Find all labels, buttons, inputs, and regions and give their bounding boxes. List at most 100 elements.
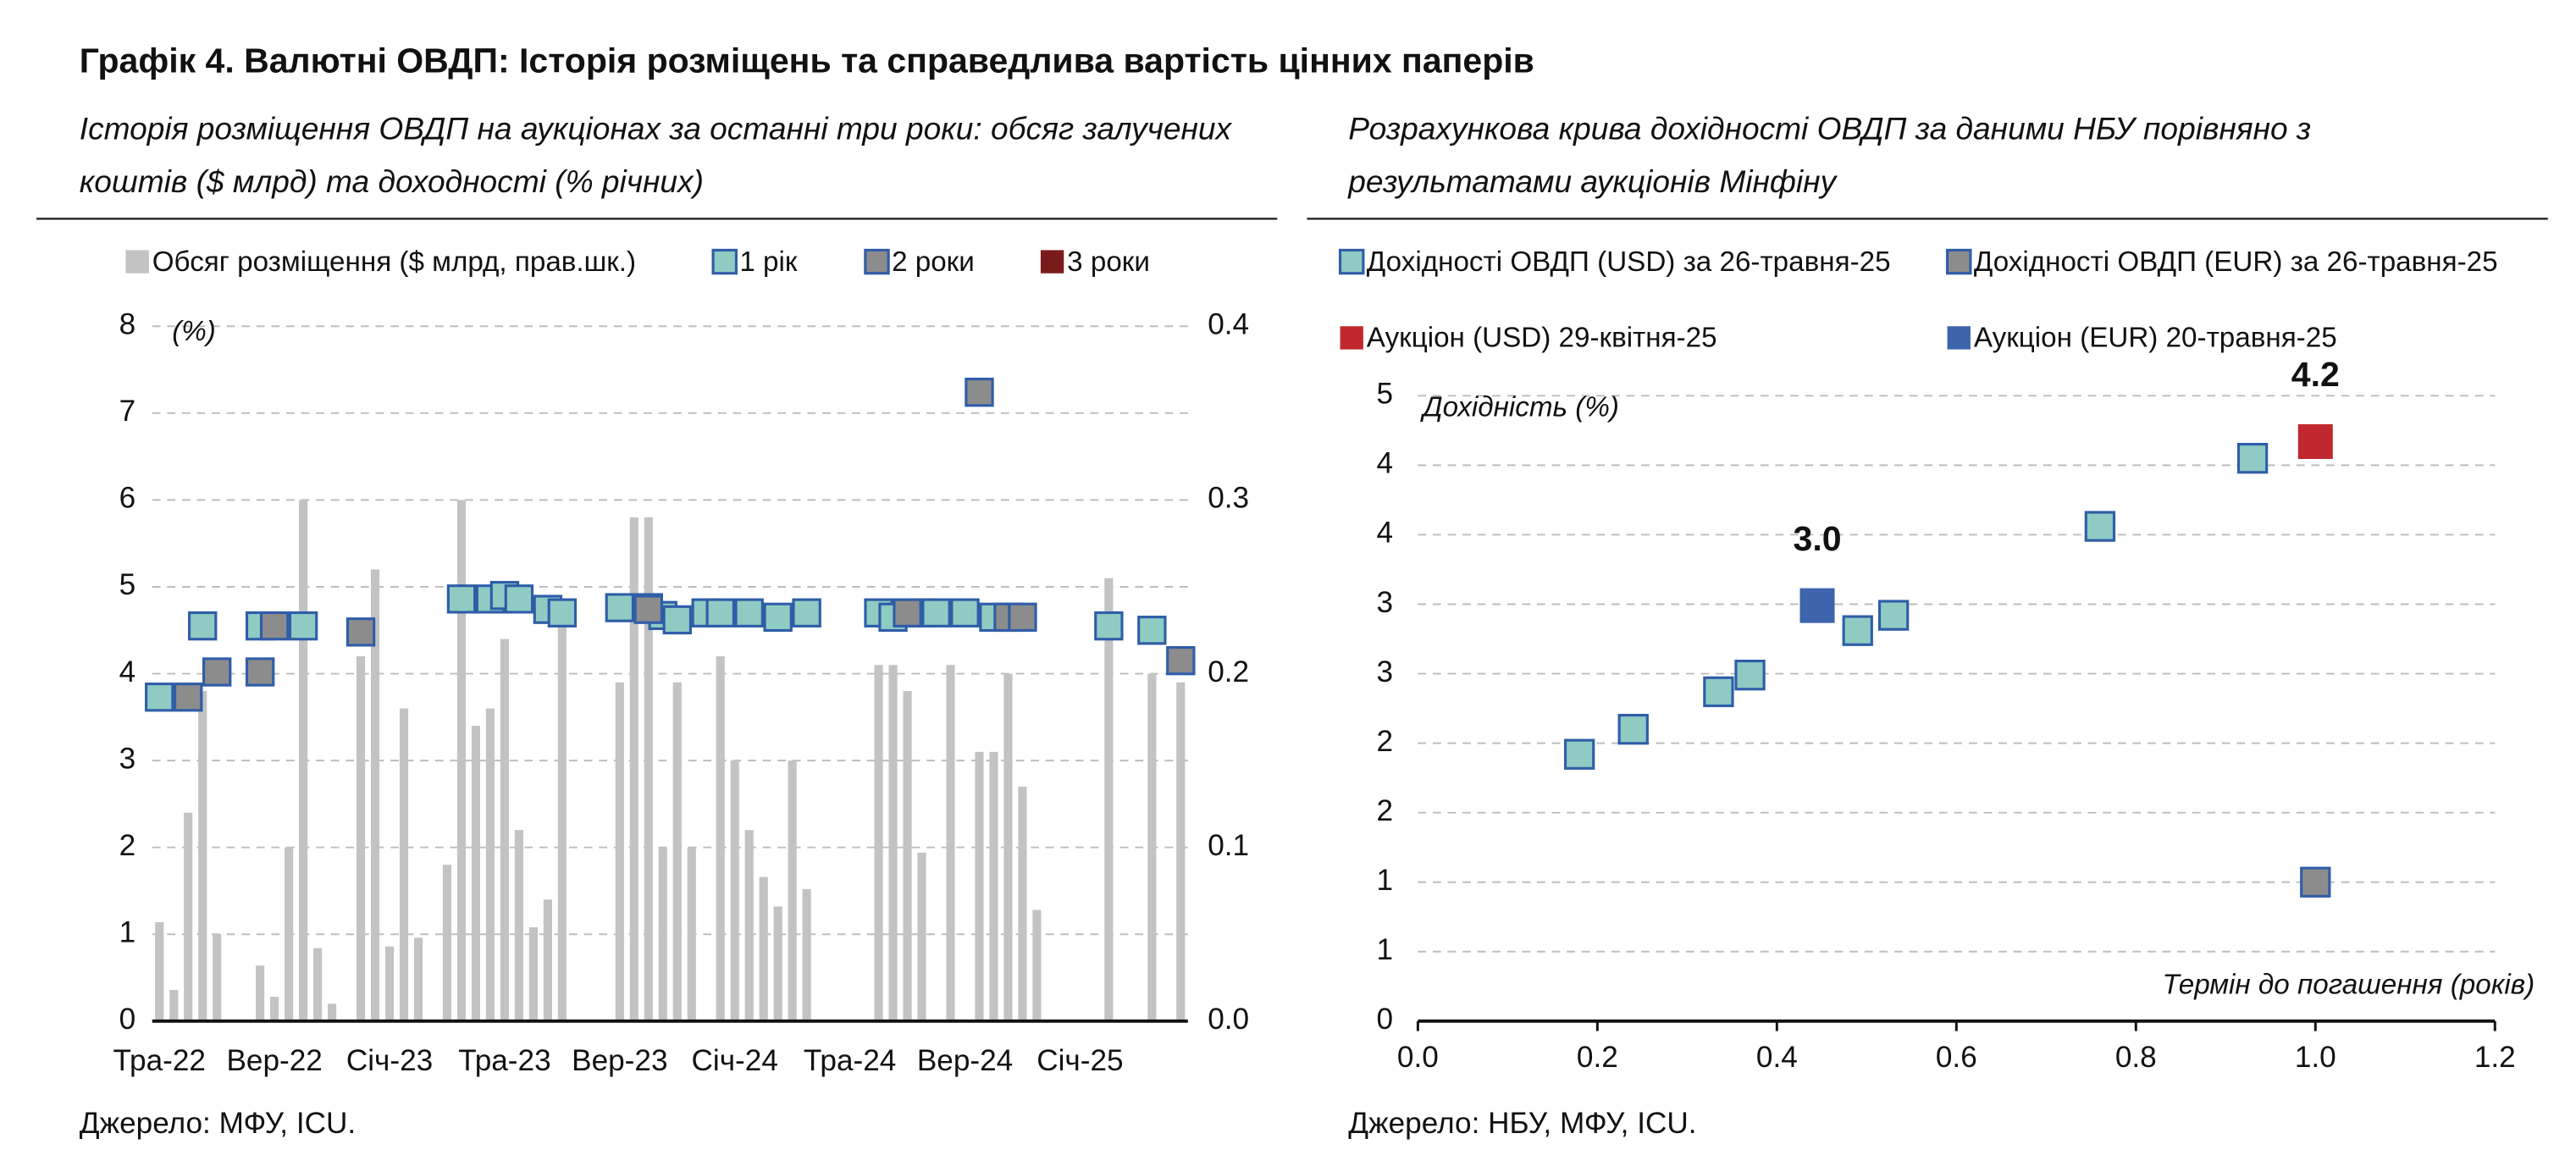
legend-label: 3 роки [1067,246,1150,278]
bar [184,812,193,1021]
bar [198,691,207,1021]
yield-marker [950,598,980,627]
bar [716,656,725,1021]
source: Джерело: МФУ, ICU. [80,1107,356,1140]
bar [1176,682,1186,1021]
yield-marker [288,611,318,641]
legend-marker [711,248,738,275]
y-tick-label: 3 [119,742,136,775]
point [1734,660,1766,691]
bar [169,989,179,1021]
x-tick-label: Січ-25 [1036,1044,1123,1077]
bar [874,665,883,1021]
yield-marker [1137,616,1167,645]
point [2084,511,2116,542]
y-tick-label: 5 [1377,378,1394,411]
y-tick-label: 3 [1377,655,1394,688]
bar [399,708,409,1021]
yield-marker [188,611,218,641]
legend-label: Аукціон (EUR) 20-травня-25 [1974,323,2337,354]
bar [500,639,510,1021]
y-axis-label: Дохідність (%) [1419,392,1619,423]
bar [744,830,754,1021]
value-label: 3.0 [1794,519,1842,558]
y-tick-label: 2 [119,829,136,862]
bar [672,682,682,1021]
y-tick-label: 6 [119,482,136,515]
point [1877,600,1910,631]
x-tick-label: Тра-22 [113,1044,206,1077]
y-tick-label: 7 [119,395,136,428]
y-tick-label: 1 [1377,864,1394,897]
bar [456,500,467,1021]
yield-marker [965,378,994,407]
bar [615,682,624,1021]
bar [299,500,308,1021]
x-tick-label: 0.2 [1577,1041,1618,1074]
x-tick-label: 0.6 [1936,1041,1977,1074]
bar [543,899,552,1021]
bar [1018,786,1027,1021]
bar [384,946,395,1021]
legend-label: Дохідності ОВДП (USD) за 26-травня-25 [1367,246,1891,278]
bar [285,847,294,1021]
bar [256,965,265,1021]
yield-marker [921,598,951,627]
bar [155,921,164,1021]
legend-label: Обсяг розміщення ($ млрд, прав.шк.) [152,246,636,278]
subtitle: Розрахункова крива дохідності ОВДП за да… [1348,111,2311,146]
bar [370,569,380,1021]
point [1799,588,1835,623]
bar [528,927,538,1021]
y-tick-label: 2 [1377,794,1394,827]
subtitle: результатами аукціонів Мінфіну [1347,163,1838,199]
value-label: 4.2 [2291,355,2340,394]
yield-marker [345,617,376,647]
x-tick-label: 1.2 [2474,1041,2516,1074]
x-tick-label: 0.8 [2115,1041,2157,1074]
yield-marker [705,598,735,627]
y2-tick-label: 0.1 [1208,829,1249,862]
bar [802,888,811,1021]
bar [773,906,782,1021]
bar [629,517,638,1021]
x-tick-label: 1.0 [2295,1041,2336,1074]
x-axis-label: Термін до погашення (років) [2163,970,2535,1001]
point [2297,423,2333,459]
bar [413,937,423,1021]
point [2300,866,2331,898]
x-tick-label: Тра-24 [804,1044,896,1077]
y-tick-label: 4 [1377,447,1394,480]
point [1617,714,1649,745]
y-axis-label: (%) [172,316,216,347]
bar [759,876,768,1021]
bar [644,517,653,1021]
x-tick-label: 0.4 [1756,1041,1798,1074]
legend-label: Дохідності ОВДП (EUR) за 26-травня-25 [1974,246,2498,278]
bar [313,948,323,1021]
y-tick-label: 5 [119,568,136,601]
bar [903,691,912,1021]
legend-marker [1947,326,1971,350]
yield-marker [734,598,764,627]
bar [442,865,452,1021]
yield-marker [202,657,232,687]
bar [557,622,567,1021]
x-tick-label: Січ-24 [692,1044,778,1077]
legend-marker [864,248,890,275]
x-tick-label: 0.0 [1397,1041,1439,1074]
y-tick-label: 3 [1377,586,1394,619]
legend-label: 2 роки [892,246,975,278]
x-tick-label: Вер-23 [572,1044,667,1077]
bar [1032,909,1042,1021]
yield-marker [174,683,203,712]
bar [471,726,481,1021]
bar [1104,578,1114,1021]
bar [356,656,366,1021]
x-tick-label: Січ-23 [346,1044,433,1077]
bar [1147,673,1157,1021]
legend-marker [1340,326,1363,350]
